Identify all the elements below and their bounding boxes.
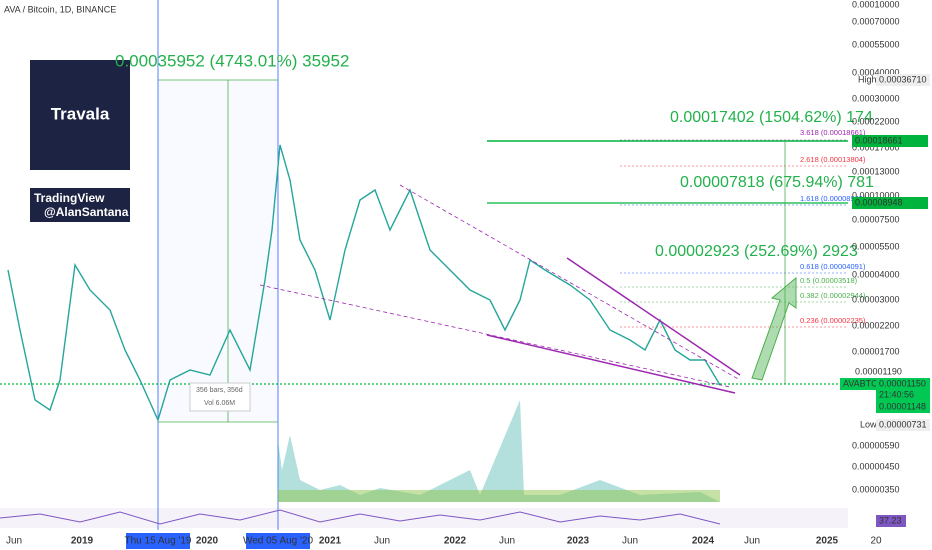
time-label: 2021 [319,536,342,547]
price-label: 0.00013000 [852,166,900,176]
price-label: 0.00022000 [852,116,900,126]
price-label: 0.00000590 [852,440,900,450]
time-label: Jun [622,536,638,547]
trend-line [486,334,736,394]
price-label: 0.00010000 [852,0,900,9]
symbol-header: AVA / Bitcoin, 1D, BINANCE [4,4,116,14]
measure-annotation: 0.00002923 (252.69%) 2923 [655,243,858,260]
time-label: 2022 [444,536,467,547]
fib-label: 1.618 (0.00008948) [800,194,866,203]
time-axis [0,532,932,550]
price-tag [876,515,906,527]
price-tag-text: AVABTC [843,378,878,388]
price-tag [852,197,928,209]
measure-box [189,382,251,412]
price-tag-text: 37.23 [879,515,902,525]
time-label: 2025 [816,536,839,547]
time-label: Jun [6,536,22,547]
price-label: 0.00010000 [852,190,900,200]
measure-text: 356 bars, 356d [196,387,243,394]
time-label: Jun [374,536,390,547]
rsi-band [0,508,848,528]
trend-line [259,284,731,388]
time-label: Jun [499,536,515,547]
price-label: 0.00001700 [852,346,900,356]
rsi-line [0,509,721,525]
arrow [751,276,797,381]
price-tag [876,419,930,431]
price-label: 0.00005500 [852,241,900,251]
fib-lines [620,139,848,328]
fib-label: 0.5 (0.00003518) [800,276,858,285]
price-tag [876,378,930,390]
measure-area [158,80,278,422]
fib-label: 0.236 (0.00002235) [800,316,866,325]
price-tag-text: 0.00036710 [879,74,927,84]
price-tag [876,401,930,413]
price-label: 0.00030000 [852,93,900,103]
price-tag-text: 0.00000731 [879,419,927,429]
low-label: Low [860,419,877,429]
high-label: High [858,74,877,84]
price-tag-text: 0.00018661 [855,135,903,145]
price-tag-text: 0.00001148 [879,401,926,411]
trend-line [399,184,741,381]
trend-line [566,257,741,376]
time-tag-text: Wed 05 Aug '20 [243,536,314,547]
price-tag [876,74,930,86]
price-tag [852,135,928,147]
price-label: 0.00070000 [852,16,900,26]
measure-annotation: 0.00035952 (4743.01%) 35952 [115,51,349,70]
volume-base [278,490,720,502]
price-tag [840,378,876,390]
measure-text: Vol 6.06M [204,400,235,407]
time-label: 20 [870,536,882,547]
fib-label: 2.618 (0.00013804) [800,155,866,164]
price-label: 0.00040000 [852,67,900,77]
time-tag [246,533,310,549]
logo-title: Travala [51,104,110,123]
fib-label: 3.618 (0.00018661) [800,128,866,137]
price-path [7,144,721,422]
price-label: 0.00055000 [852,39,900,49]
time-tag [126,533,190,549]
measure-annotation: 0.00007818 (675.94%) 781 [680,174,874,191]
measure-annotation: 0.00017402 (1504.62%) 174 [670,109,873,126]
price-label: 0.00000450 [852,461,900,471]
volume-area [278,400,720,502]
time-tag-text: Thu 15 Aug '19 [125,536,192,547]
price-label: 0.00007500 [852,214,900,224]
time-label: 2024 [692,536,715,547]
fib-label: 0.618 (0.00004091) [800,262,866,271]
time-label: 2020 [196,536,219,547]
price-label: 0.00003000 [852,294,900,304]
badge-box [30,188,130,222]
fib-label: 0.382 (0.00002944) [800,291,866,300]
badge-text: @AlanSantana [44,205,129,219]
logo-box [30,60,130,170]
price-tag-text: 0.00001190 [855,366,902,376]
badge-text: TradingView [34,191,105,205]
price-label: 0.00017000 [852,142,900,152]
price-label: 0.00002200 [852,320,900,330]
time-label: 2019 [71,536,94,547]
price-label: 0.00000350 [852,484,900,494]
price-label: 0.00004000 [852,269,900,279]
price-tag [852,366,928,378]
price-tag-text: 0.00001150 [879,378,926,388]
price-tag-text: 0.00008948 [855,197,903,207]
time-label: Jun [744,536,760,547]
time-label: 2023 [567,536,590,547]
price-tag [876,389,930,401]
price-axis [848,0,932,550]
price-tag-text: 21:40:56 [879,389,914,399]
